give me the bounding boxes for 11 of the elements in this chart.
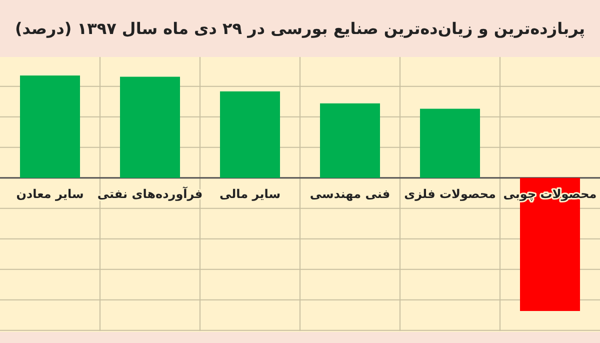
bar (420, 108, 480, 178)
chart-title: پربازده‌ترین و زیان‌ده‌ترین صنایع بورسی در ۲۹ دی ماه سال ۱۳۹۷ (درصد) (14, 18, 586, 40)
bar (20, 75, 80, 178)
x-tick-label: محصولات فلزی (404, 186, 496, 201)
x-tick-label: فرآورده‌های نفتی (97, 186, 203, 201)
bar (320, 103, 380, 178)
x-tick-label: سایر مالی (219, 186, 281, 201)
bar (220, 91, 280, 178)
bar (120, 76, 180, 178)
x-tick-label: سایر معادن (16, 186, 84, 201)
x-tick-label: فنی مهندسی (310, 186, 390, 201)
